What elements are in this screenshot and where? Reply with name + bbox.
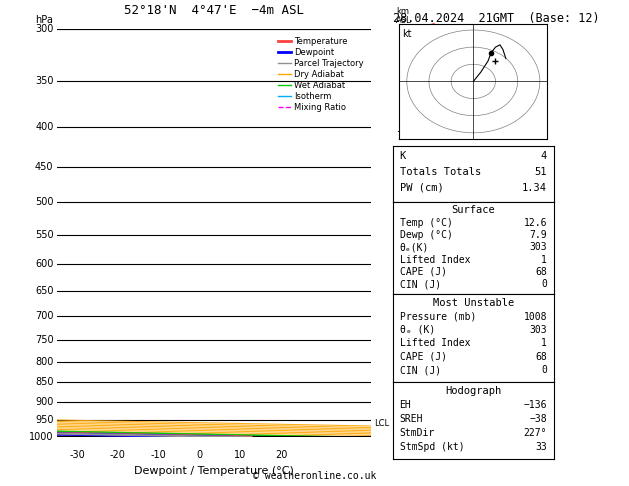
Text: 350: 350 xyxy=(35,76,53,87)
Text: LCL: LCL xyxy=(374,419,389,428)
Text: -20: -20 xyxy=(110,450,126,460)
Text: CAPE (J): CAPE (J) xyxy=(399,267,447,277)
Text: 2: 2 xyxy=(396,355,403,364)
Text: km
ASL: km ASL xyxy=(396,7,412,25)
Text: 0: 0 xyxy=(196,450,203,460)
Text: 303: 303 xyxy=(530,243,547,252)
Text: 0: 0 xyxy=(541,279,547,289)
Text: 0: 0 xyxy=(541,365,547,375)
Text: 33: 33 xyxy=(535,442,547,452)
Text: 1008: 1008 xyxy=(523,312,547,322)
Text: CIN (J): CIN (J) xyxy=(399,279,441,289)
Text: SREH: SREH xyxy=(399,414,423,424)
Legend: Temperature, Dewpoint, Parcel Trajectory, Dry Adiabat, Wet Adiabat, Isotherm, Mi: Temperature, Dewpoint, Parcel Trajectory… xyxy=(275,34,367,116)
Text: 68: 68 xyxy=(535,352,547,362)
Text: -10: -10 xyxy=(151,450,167,460)
Text: 750: 750 xyxy=(35,335,53,345)
Text: Totals Totals: Totals Totals xyxy=(399,167,481,176)
Text: 68: 68 xyxy=(535,267,547,277)
Text: hPa: hPa xyxy=(36,15,53,25)
Text: 51: 51 xyxy=(535,167,547,176)
Text: −38: −38 xyxy=(530,414,547,424)
Text: 500: 500 xyxy=(35,197,53,208)
Text: 650: 650 xyxy=(35,286,53,296)
Text: Most Unstable: Most Unstable xyxy=(433,298,514,308)
Text: θₑ (K): θₑ (K) xyxy=(399,325,435,335)
Text: CIN (J): CIN (J) xyxy=(399,365,441,375)
Text: EH: EH xyxy=(399,400,411,410)
Text: 227°: 227° xyxy=(523,428,547,438)
Text: 700: 700 xyxy=(35,312,53,321)
Text: 1000: 1000 xyxy=(29,433,53,442)
Text: CAPE (J): CAPE (J) xyxy=(399,352,447,362)
Text: Hodograph: Hodograph xyxy=(445,386,501,396)
Text: Lifted Index: Lifted Index xyxy=(399,338,470,348)
Text: 800: 800 xyxy=(35,357,53,367)
Text: 52°18'N  4°47'E  −4m ASL: 52°18'N 4°47'E −4m ASL xyxy=(124,4,304,17)
Text: 950: 950 xyxy=(35,415,53,425)
Text: 3: 3 xyxy=(396,312,403,322)
Text: 900: 900 xyxy=(35,397,53,407)
Text: 600: 600 xyxy=(35,259,53,269)
Text: StmDir: StmDir xyxy=(399,428,435,438)
Text: 12.6: 12.6 xyxy=(523,218,547,228)
Text: 20: 20 xyxy=(275,450,287,460)
Text: Surface: Surface xyxy=(452,206,495,215)
Text: © weatheronline.co.uk: © weatheronline.co.uk xyxy=(253,471,376,481)
Text: Dewp (°C): Dewp (°C) xyxy=(399,230,452,240)
Text: StmSpd (kt): StmSpd (kt) xyxy=(399,442,464,452)
Text: 1: 1 xyxy=(541,255,547,265)
Text: 7.9: 7.9 xyxy=(530,230,547,240)
Text: 4: 4 xyxy=(541,151,547,160)
Text: 1: 1 xyxy=(541,338,547,348)
Text: 300: 300 xyxy=(35,24,53,34)
Text: 1.34: 1.34 xyxy=(522,183,547,192)
Text: 5: 5 xyxy=(396,224,403,234)
Text: 550: 550 xyxy=(35,230,53,240)
Text: 28.04.2024  21GMT  (Base: 12): 28.04.2024 21GMT (Base: 12) xyxy=(393,12,599,25)
Text: Lifted Index: Lifted Index xyxy=(399,255,470,265)
Text: 10: 10 xyxy=(234,450,247,460)
Text: Temp (°C): Temp (°C) xyxy=(399,218,452,228)
Text: 303: 303 xyxy=(530,325,547,335)
Text: Dewpoint / Temperature (°C): Dewpoint / Temperature (°C) xyxy=(134,466,294,476)
Text: K: K xyxy=(399,151,406,160)
Text: PW (cm): PW (cm) xyxy=(399,183,443,192)
Text: 1: 1 xyxy=(396,396,403,406)
Text: kt: kt xyxy=(403,29,412,39)
Text: Pressure (mb): Pressure (mb) xyxy=(399,312,476,322)
Text: 850: 850 xyxy=(35,377,53,387)
Text: θₑ(K): θₑ(K) xyxy=(399,243,429,252)
Text: −136: −136 xyxy=(523,400,547,410)
Text: 6: 6 xyxy=(396,178,403,188)
Text: -30: -30 xyxy=(69,450,85,460)
Text: 7: 7 xyxy=(396,131,403,140)
Text: 450: 450 xyxy=(35,162,53,172)
Text: 4: 4 xyxy=(396,268,403,278)
Text: 400: 400 xyxy=(35,122,53,132)
